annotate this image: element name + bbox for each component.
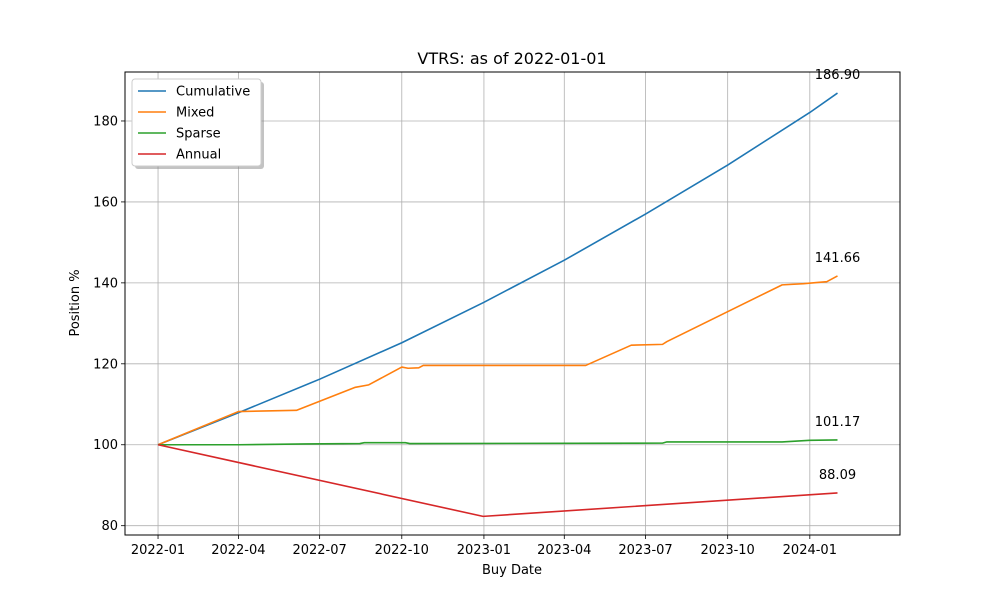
x-tick-label: 2022-07 bbox=[292, 543, 346, 558]
y-tick-label: 180 bbox=[93, 114, 118, 129]
end-label-annual: 88.09 bbox=[819, 468, 856, 483]
series-line-mixed bbox=[157, 275, 838, 446]
plot-frame bbox=[124, 71, 901, 536]
x-tick-label: 2022-04 bbox=[211, 543, 265, 558]
y-tick-label: 140 bbox=[93, 276, 118, 291]
series-layer bbox=[157, 92, 838, 518]
x-tick-label: 2023-10 bbox=[701, 543, 755, 558]
series-line-annual bbox=[157, 443, 838, 518]
ticks-layer: 2022-01 2022-04 2022-07 2022-10 2023-01 2023-… bbox=[93, 114, 837, 558]
series-line-sparse bbox=[158, 439, 838, 446]
y-tick-label: 160 bbox=[93, 195, 118, 210]
end-labels: 186.90 141.66 101.17 88.09 bbox=[815, 68, 861, 483]
x-tick-label: 2024-01 bbox=[783, 543, 837, 558]
legend-label-mixed: Mixed bbox=[176, 106, 214, 121]
end-label-cumulative: 186.90 bbox=[815, 68, 861, 83]
y-tick-label: 120 bbox=[93, 357, 118, 372]
y-tick-label: 80 bbox=[101, 519, 118, 534]
x-tick-label: 2023-01 bbox=[457, 543, 511, 558]
end-label-mixed: 141.66 bbox=[815, 251, 861, 266]
x-axis-title: Buy Date bbox=[482, 563, 542, 578]
x-tick-label: 2023-07 bbox=[618, 543, 672, 558]
legend-label-cumulative: Cumulative bbox=[176, 85, 250, 100]
series-line-cumulative bbox=[157, 92, 838, 446]
x-tick-label: 2023-04 bbox=[537, 543, 591, 558]
x-tick-label: 2022-10 bbox=[375, 543, 429, 558]
chart-title: VTRS: as of 2022-01-01 bbox=[417, 49, 606, 68]
y-axis-title: Position % bbox=[68, 269, 83, 336]
legend: Cumulative Mixed Sparse Annual bbox=[131, 78, 264, 169]
y-tick-label: 100 bbox=[93, 438, 118, 453]
legend-label-sparse: Sparse bbox=[176, 127, 221, 142]
legend-box bbox=[131, 78, 262, 167]
x-tick-label: 2022-01 bbox=[131, 543, 185, 558]
end-label-sparse: 101.17 bbox=[815, 415, 861, 430]
legend-label-annual: Annual bbox=[176, 148, 221, 163]
